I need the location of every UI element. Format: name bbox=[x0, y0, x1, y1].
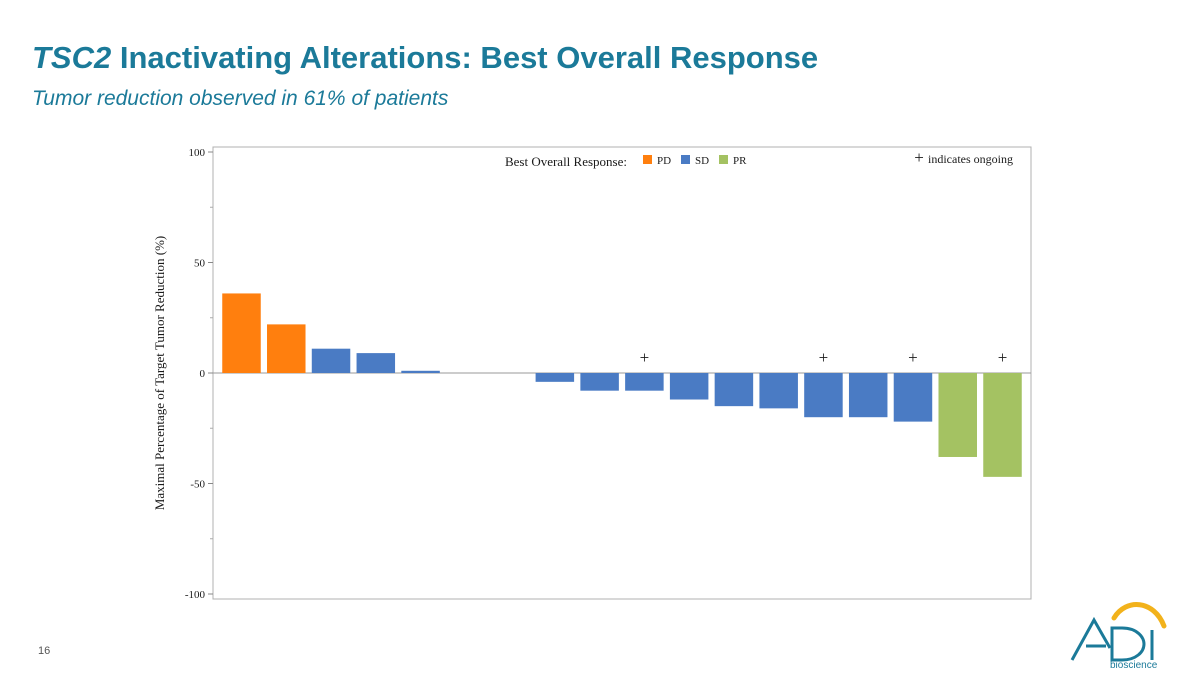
ongoing-marker: + bbox=[998, 348, 1008, 367]
y-tick-label: -100 bbox=[185, 589, 206, 601]
bar-sd bbox=[848, 373, 888, 418]
slide-subtitle: Tumor reduction observed in 61% of patie… bbox=[32, 87, 449, 110]
ongoing-note: + indicates ongoing bbox=[914, 148, 1013, 167]
title-gene: TSC2 bbox=[32, 40, 112, 75]
bar-sd bbox=[535, 373, 575, 382]
legend: Best Overall Response: PD SD PR bbox=[505, 154, 747, 169]
y-tick-label: 100 bbox=[189, 147, 206, 159]
bar-sd bbox=[311, 348, 351, 373]
bar-sd bbox=[893, 373, 933, 422]
ongoing-marker: + bbox=[819, 348, 829, 367]
legend-label-pd: PD bbox=[657, 155, 671, 167]
company-logo: bioscience bbox=[1070, 602, 1167, 670]
bar-sd bbox=[580, 373, 619, 391]
ongoing-markers: + + + + bbox=[640, 348, 1008, 367]
bar-sd bbox=[356, 353, 396, 373]
bar-sd bbox=[625, 373, 664, 391]
bar-pr bbox=[983, 373, 1022, 477]
bar-pr bbox=[938, 373, 977, 457]
legend-swatch-pd bbox=[643, 155, 652, 164]
y-tick-label: -50 bbox=[190, 479, 205, 491]
legend-label-pr: PR bbox=[733, 155, 747, 167]
y-tick-label: 50 bbox=[194, 258, 206, 270]
legend-entries: PD SD PR bbox=[643, 155, 747, 167]
y-axis: 100 50 0 -50 -100 bbox=[185, 147, 213, 601]
title-rest: Inactivating Alterations: Best Overall R… bbox=[111, 40, 819, 75]
ongoing-note-text: indicates ongoing bbox=[928, 152, 1013, 166]
legend-swatch-pr bbox=[719, 155, 728, 164]
y-tick-label: 0 bbox=[200, 368, 206, 380]
ongoing-marker: + bbox=[908, 348, 918, 367]
bar-series bbox=[222, 293, 1022, 477]
logo-mark bbox=[1070, 616, 1154, 662]
page-number: 16 bbox=[38, 645, 51, 657]
bar-pd bbox=[222, 293, 261, 373]
bar-sd bbox=[714, 373, 754, 407]
logo-tagline: bioscience bbox=[1110, 660, 1158, 670]
slide-title: TSC2 Inactivating Alterations: Best Over… bbox=[32, 40, 818, 76]
y-axis-label: Maximal Percentage of Target Tumor Reduc… bbox=[152, 236, 167, 510]
bar-sd bbox=[804, 373, 843, 418]
logo-arc bbox=[1111, 602, 1167, 629]
legend-label-sd: SD bbox=[695, 155, 709, 167]
legend-title: Best Overall Response: bbox=[505, 154, 627, 169]
legend-swatch-sd bbox=[681, 155, 690, 164]
bar-sd bbox=[401, 370, 440, 373]
ongoing-marker: + bbox=[640, 348, 650, 367]
ongoing-note-symbol: + bbox=[914, 148, 924, 167]
bar-pd bbox=[267, 324, 306, 373]
bar-sd bbox=[759, 373, 798, 409]
bar-sd bbox=[669, 373, 709, 400]
